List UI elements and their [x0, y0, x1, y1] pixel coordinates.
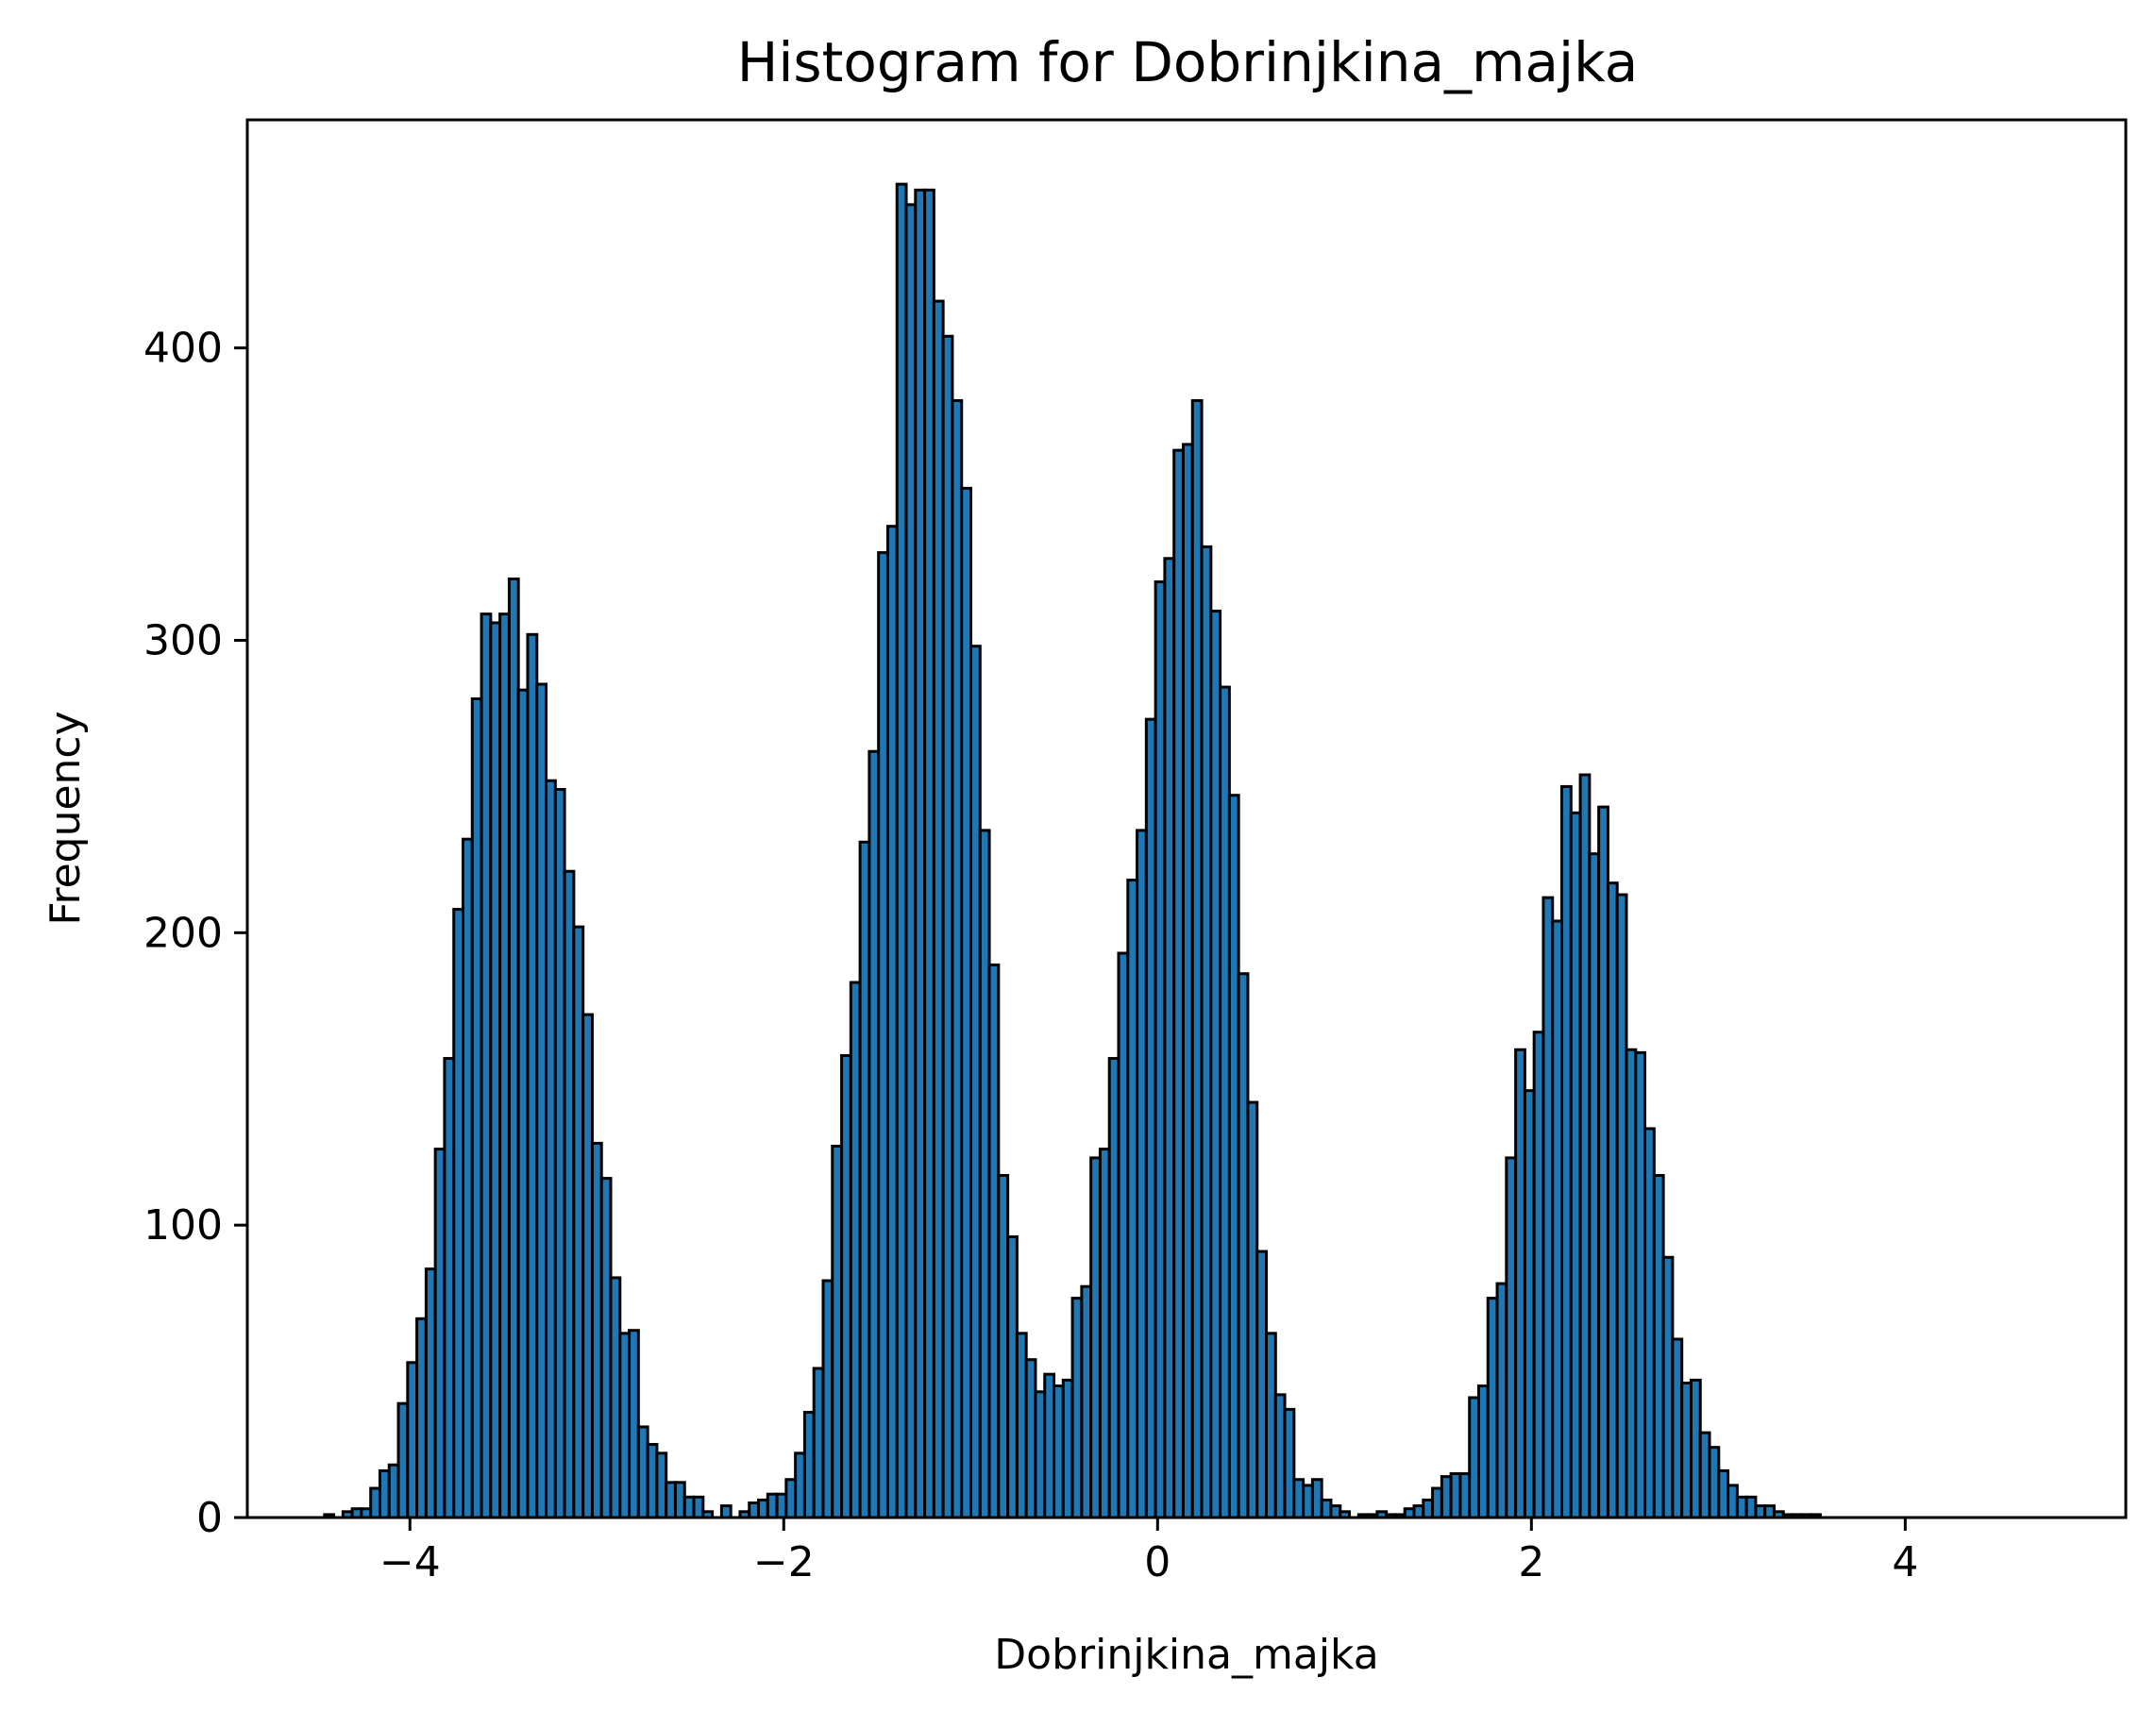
y-tick-label: 300 [143, 617, 223, 665]
plot-frame [245, 118, 2128, 1519]
chart-title: Histogram for Dobrinjkina_majka [737, 30, 1639, 94]
x-tick-label: −2 [753, 1538, 815, 1586]
x-axis-label: Dobrinjkina_majka [994, 1631, 1378, 1679]
x-tick-label: −4 [379, 1538, 441, 1586]
histogram-bar [719, 1504, 733, 1519]
y-tick-label: 100 [143, 1201, 223, 1250]
x-tick-label: 0 [1144, 1538, 1171, 1586]
y-tick-label: 0 [196, 1494, 223, 1542]
y-axis-ticks: 0 100 200 300 400 [143, 325, 247, 1542]
y-tick-label: 400 [143, 325, 223, 373]
x-tick-label: 2 [1518, 1538, 1544, 1586]
y-tick-label: 200 [143, 909, 223, 957]
x-tick-label: 4 [1892, 1538, 1918, 1586]
y-axis-label: Frequency [42, 711, 90, 925]
x-axis-ticks: −4 −2 0 2 4 [379, 1518, 1918, 1586]
